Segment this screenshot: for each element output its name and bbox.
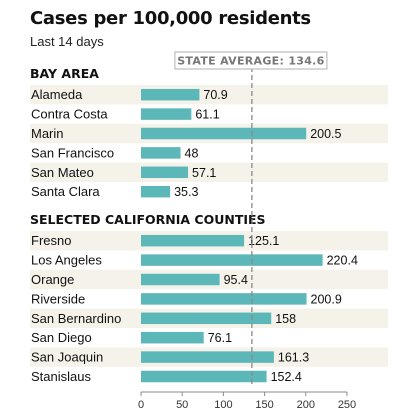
x-tick-label: 100: [214, 399, 232, 411]
value-label: 158: [275, 312, 296, 326]
category-label: Stanislaus: [31, 369, 91, 384]
bar: [141, 312, 272, 325]
x-tick-label: 0: [138, 399, 144, 411]
bar: [141, 234, 245, 247]
value-label: 57.1: [192, 166, 216, 180]
state-average-label: STATE AVERAGE: 134.6: [177, 55, 324, 68]
x-tick-label: 150: [255, 399, 273, 411]
x-tick-label: 50: [176, 399, 188, 411]
row-band: [30, 85, 388, 105]
category-label: San Bernardino: [31, 311, 121, 326]
bar: [141, 273, 220, 286]
value-label: 152.4: [271, 370, 302, 384]
value-label: 161.3: [278, 351, 309, 365]
category-label: Contra Costa: [31, 107, 108, 122]
bar: [141, 88, 200, 101]
value-label: 95.4: [224, 273, 248, 287]
x-tick-label: 200: [297, 399, 315, 411]
chart-title: Cases per 100,000 residents: [30, 8, 311, 29]
bar: [141, 127, 307, 140]
value-label: 200.9: [311, 292, 342, 306]
value-label: 35.3: [174, 185, 198, 199]
value-label: 48: [185, 146, 199, 160]
chart-subtitle: Last 14 days: [30, 34, 104, 49]
bar: [141, 166, 189, 179]
category-label: Los Angeles: [31, 253, 102, 268]
category-label: Alameda: [31, 87, 83, 102]
category-label: Riverside: [31, 291, 85, 306]
row-band: [30, 162, 388, 182]
bar: [141, 254, 323, 266]
category-label: San Mateo: [31, 165, 94, 180]
bar: [141, 147, 181, 159]
category-label: Orange: [31, 272, 74, 287]
bar: [141, 185, 171, 198]
value-label: 200.5: [310, 127, 341, 141]
bar: [141, 331, 204, 344]
bar: [141, 293, 307, 305]
category-label: San Francisco: [31, 145, 114, 160]
value-label: 125.1: [248, 234, 279, 248]
value-label: 220.4: [327, 254, 358, 268]
state-average-box: [174, 51, 328, 70]
section-label: SELECTED CALIFORNIA COUNTIES: [30, 212, 266, 227]
bar: [141, 351, 274, 363]
category-label: Santa Clara: [31, 184, 100, 199]
value-label: 76.1: [208, 331, 232, 345]
category-label: Marin: [31, 126, 64, 141]
value-label: 70.9: [203, 88, 227, 102]
category-label: Fresno: [31, 233, 71, 248]
bar: [141, 108, 192, 120]
category-label: San Diego: [31, 330, 92, 345]
x-tick-label: 250: [338, 399, 356, 411]
bar: [141, 370, 267, 383]
section-label: BAY AREA: [30, 66, 99, 81]
category-label: San Joaquin: [31, 350, 103, 365]
value-label: 61.1: [195, 108, 219, 122]
